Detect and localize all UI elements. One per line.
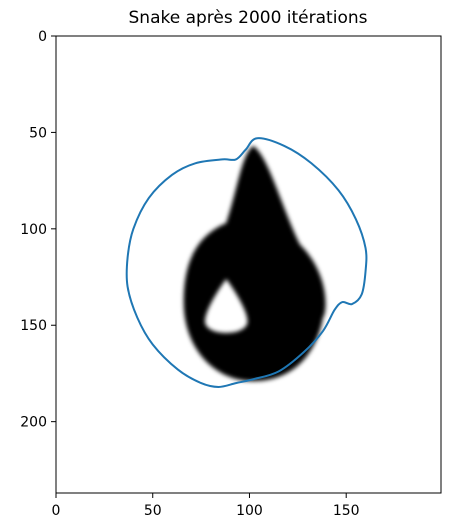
y-tick-label: 200 [20, 415, 47, 431]
image-layer [183, 145, 326, 382]
y-axis: 0 50 100 150 200 [20, 29, 56, 431]
y-tick-label: 50 [29, 125, 47, 141]
drop-shape [183, 145, 326, 382]
x-tick-label: 0 [52, 503, 61, 519]
axes-frame [55, 35, 442, 494]
x-tick-label: 50 [144, 503, 162, 519]
y-tick-label: 150 [20, 318, 47, 334]
y-tick-label: 100 [20, 222, 47, 238]
chart-title: Snake après 2000 itérations [129, 8, 368, 28]
contour-layer [125, 137, 368, 388]
x-axis: 0 50 100 150 [52, 493, 360, 519]
x-tick-label: 150 [333, 503, 360, 519]
snake-contour-line [125, 137, 368, 388]
x-tick-label: 100 [236, 503, 263, 519]
y-tick-label: 0 [38, 29, 47, 45]
